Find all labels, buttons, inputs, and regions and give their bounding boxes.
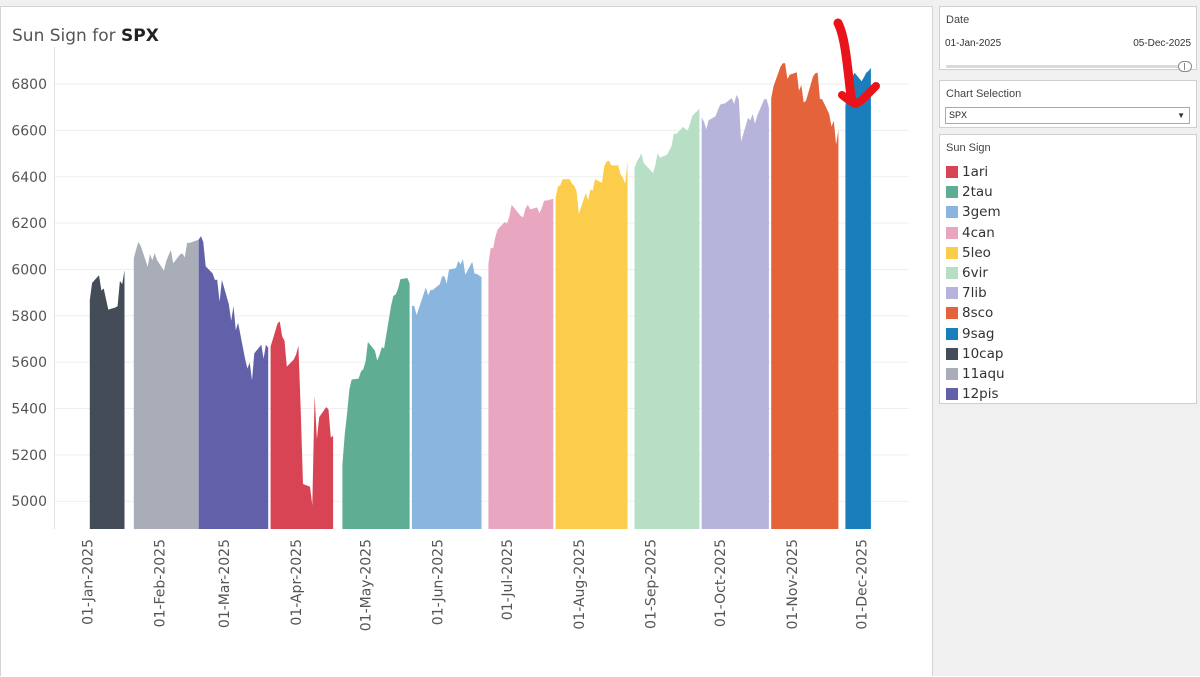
legend-swatch bbox=[946, 166, 958, 178]
chart-title: Sun Sign for SPX bbox=[12, 26, 159, 46]
legend-label: 1ari bbox=[962, 164, 989, 180]
legend-label: 4can bbox=[962, 224, 995, 241]
chart-selection-title: Chart Selection bbox=[946, 88, 1022, 100]
legend-label: 3gem bbox=[962, 204, 1001, 221]
y-tick-label: 5200 bbox=[11, 448, 47, 464]
legend-title: Sun Sign bbox=[940, 135, 1196, 160]
sun-sign-legend-panel: Sun Sign 1ari 2tau 3gem 4can 5leo 6vir 7lib 8sc… bbox=[939, 134, 1197, 404]
legend-item-5leo[interactable]: 5leo bbox=[940, 243, 1196, 263]
y-tick-label: 5800 bbox=[11, 309, 47, 325]
x-axis: 01-Jan-2025 01-Feb-2025 01-Mar-2025 01-Apr-… bbox=[80, 539, 870, 631]
y-axis: 5000 5200 5400 5600 5800 6000 6200 6400 6600 6800 bbox=[11, 77, 47, 510]
x-tick-label: 01-Apr-2025 bbox=[289, 539, 305, 626]
y-tick-label: 6400 bbox=[11, 170, 47, 186]
legend-label: 12pis bbox=[962, 386, 999, 403]
legend-label: 7lib bbox=[962, 285, 987, 302]
legend-list: 1ari 2tau 3gem 4can 5leo 6vir 7lib 8sco 9sag 10ca… bbox=[940, 162, 1196, 404]
legend-label: 11aqu bbox=[962, 365, 1005, 382]
y-tick-label: 6800 bbox=[11, 77, 47, 93]
legend-item-6vir[interactable]: 6vir bbox=[940, 263, 1196, 283]
area-chart[interactable]: 5000 5200 5400 5600 5800 6000 6200 6400 6600 6800… bbox=[1, 7, 932, 677]
legend-item-4can[interactable]: 4can bbox=[940, 223, 1196, 243]
red-arrow-annotation bbox=[833, 18, 880, 108]
date-filter-title: Date bbox=[946, 14, 970, 26]
legend-swatch bbox=[946, 266, 958, 279]
legend-swatch bbox=[946, 206, 958, 219]
x-tick-label: 01-Jan-2025 bbox=[80, 539, 96, 625]
y-tick-label: 6200 bbox=[11, 216, 47, 232]
legend-label: 9sag bbox=[962, 325, 995, 342]
x-tick-label: 01-Sep-2025 bbox=[644, 539, 660, 629]
area-series-10cap[interactable] bbox=[89, 270, 125, 529]
chart-selection-value: SPX bbox=[949, 110, 968, 120]
date-range-slider-handle[interactable] bbox=[1178, 61, 1192, 72]
x-tick-label: 01-May-2025 bbox=[359, 539, 375, 631]
dropdown-arrow-icon[interactable]: ▼ bbox=[1177, 111, 1185, 120]
legend-item-9sag[interactable]: 9sag bbox=[940, 324, 1196, 344]
legend-swatch bbox=[946, 367, 958, 380]
area-series-7lib[interactable] bbox=[701, 95, 769, 529]
legend-label: 2tau bbox=[962, 184, 993, 201]
date-range-start: 01-Jan-2025 bbox=[945, 38, 1002, 49]
arrow-head bbox=[838, 82, 880, 108]
x-tick-label: 01-Mar-2025 bbox=[217, 539, 233, 628]
y-tick-label: 5600 bbox=[11, 355, 47, 371]
legend-item-10cap[interactable]: 10cap bbox=[940, 344, 1196, 364]
legend-swatch bbox=[946, 186, 958, 199]
legend-label: 5leo bbox=[962, 244, 991, 261]
chart-panel: 5000 5200 5400 5600 5800 6000 6200 6400 6600 6800… bbox=[0, 6, 933, 676]
legend-swatch bbox=[946, 226, 958, 239]
x-tick-label: 01-Jul-2025 bbox=[500, 539, 516, 620]
x-tick-label: 01-Feb-2025 bbox=[152, 539, 168, 627]
legend-swatch bbox=[946, 327, 958, 340]
y-tick-label: 6000 bbox=[11, 262, 47, 278]
legend-label: 6vir bbox=[962, 264, 988, 281]
chart-title-prefix: Sun Sign for bbox=[12, 26, 122, 46]
x-tick-label: 01-Dec-2025 bbox=[855, 539, 871, 630]
area-series-2tau[interactable] bbox=[342, 278, 410, 529]
area-series-3gem[interactable] bbox=[411, 259, 482, 529]
chart-selection-panel: Chart Selection SPX ▼ bbox=[939, 80, 1197, 128]
y-tick-label: 5000 bbox=[11, 494, 47, 510]
area-series-1ari[interactable] bbox=[270, 321, 334, 529]
legend-item-1ari[interactable]: 1ari bbox=[940, 162, 1196, 182]
area-series-9sag[interactable] bbox=[845, 67, 871, 530]
chart-title-symbol: SPX bbox=[121, 26, 159, 46]
top-background bbox=[0, 0, 933, 6]
legend-item-8sco[interactable]: 8sco bbox=[940, 303, 1196, 323]
area-series-4can[interactable] bbox=[488, 198, 554, 530]
legend-label: 10cap bbox=[962, 345, 1004, 362]
area-series-6vir[interactable] bbox=[634, 108, 700, 530]
legend-swatch bbox=[946, 287, 958, 300]
filter-panel-background-bottom bbox=[933, 410, 1200, 676]
legend-item-2tau[interactable]: 2tau bbox=[940, 182, 1196, 202]
area-series-12pis[interactable] bbox=[198, 236, 269, 529]
date-filter-panel: Date 01-Jan-2025 05-Dec-2025 bbox=[939, 6, 1197, 72]
date-range-slider-track[interactable] bbox=[946, 65, 1182, 68]
legend-swatch bbox=[946, 388, 958, 401]
chart-selection-dropdown[interactable]: SPX ▼ bbox=[945, 107, 1190, 124]
x-tick-label: 01-Aug-2025 bbox=[572, 539, 588, 630]
legend-swatch bbox=[946, 246, 958, 259]
legend-label: 8sco bbox=[962, 305, 994, 322]
arrow-shaft bbox=[833, 18, 859, 108]
legend-item-3gem[interactable]: 3gem bbox=[940, 202, 1196, 222]
x-tick-label: 01-Jun-2025 bbox=[430, 539, 446, 625]
legend-swatch bbox=[946, 347, 958, 360]
x-tick-label: 01-Nov-2025 bbox=[785, 539, 801, 630]
legend-swatch bbox=[946, 307, 958, 320]
legend-item-11aqu[interactable]: 11aqu bbox=[940, 364, 1196, 384]
area-series-5leo[interactable] bbox=[555, 160, 628, 530]
y-tick-label: 5400 bbox=[11, 402, 47, 418]
date-range-end: 05-Dec-2025 bbox=[1133, 38, 1191, 49]
series-areas[interactable] bbox=[89, 63, 871, 530]
legend-item-7lib[interactable]: 7lib bbox=[940, 283, 1196, 303]
area-series-11aqu[interactable] bbox=[133, 239, 199, 529]
legend-item-12pis[interactable]: 12pis bbox=[940, 384, 1196, 404]
area-series-8sco[interactable] bbox=[771, 63, 839, 529]
x-tick-label: 01-Oct-2025 bbox=[713, 539, 729, 627]
y-tick-label: 6600 bbox=[11, 123, 47, 139]
